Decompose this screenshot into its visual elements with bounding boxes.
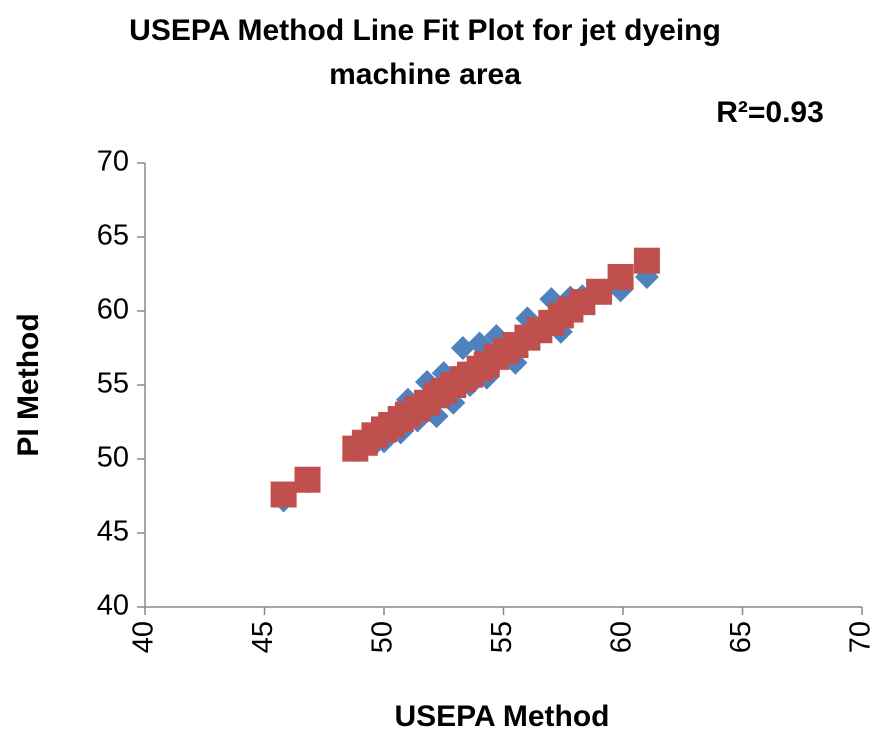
chart-title: machine area xyxy=(329,58,521,91)
annotation: R²=0.93 xyxy=(716,96,824,129)
x-tick-label: 55 xyxy=(486,621,518,653)
chart-title: USEPA Method Line Fit Plot for jet dyein… xyxy=(129,14,721,47)
y-tick-label: 55 xyxy=(97,368,129,400)
x-axis-title: USEPA Method xyxy=(395,700,610,733)
y-tick-label: 60 xyxy=(97,294,129,326)
x-tick-label: 60 xyxy=(606,621,638,653)
point xyxy=(294,466,321,493)
point xyxy=(450,336,475,360)
x-tick-label: 50 xyxy=(367,621,399,653)
x-tick-label: 40 xyxy=(128,621,160,653)
point xyxy=(270,481,297,508)
y-tick-label: 70 xyxy=(97,146,129,178)
point xyxy=(633,247,660,274)
y-tick-label: 45 xyxy=(97,516,129,548)
x-tick-label: 70 xyxy=(845,621,877,653)
x-tick-label: 45 xyxy=(247,621,279,653)
y-tick-label: 65 xyxy=(97,220,129,252)
y-axis-title: PI Method xyxy=(12,313,45,456)
y-tick-label: 40 xyxy=(97,590,129,622)
x-tick-label: 65 xyxy=(725,621,757,653)
y-tick-label: 50 xyxy=(97,442,129,474)
point xyxy=(607,263,634,290)
